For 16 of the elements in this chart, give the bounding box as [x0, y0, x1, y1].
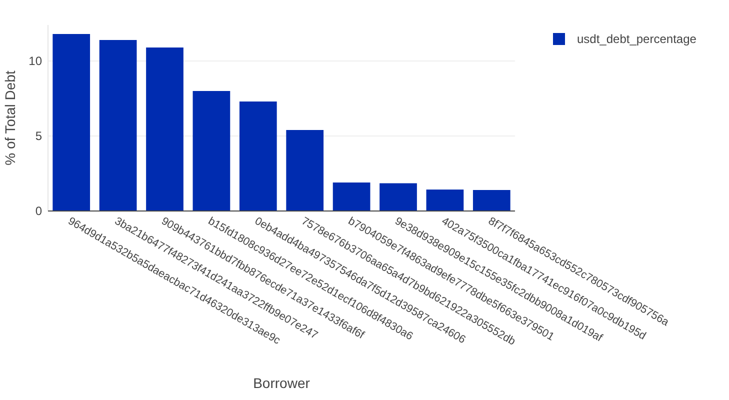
y-axis-title: % of Total Debt	[2, 70, 18, 166]
bar	[286, 130, 324, 211]
bar	[472, 190, 510, 211]
y-tick-label: 5	[35, 129, 42, 144]
bar	[426, 190, 464, 211]
y-tick-label: 10	[28, 54, 42, 68]
bar	[146, 48, 184, 211]
bar	[52, 34, 90, 211]
bar	[332, 182, 370, 211]
bar	[192, 91, 230, 211]
y-tick-label: 0	[35, 204, 42, 218]
bar	[239, 102, 277, 211]
legend-label: usdt_debt_percentage	[577, 32, 697, 46]
bar	[99, 40, 137, 211]
x-axis-title: Borrower	[253, 375, 310, 391]
bar	[380, 183, 417, 211]
